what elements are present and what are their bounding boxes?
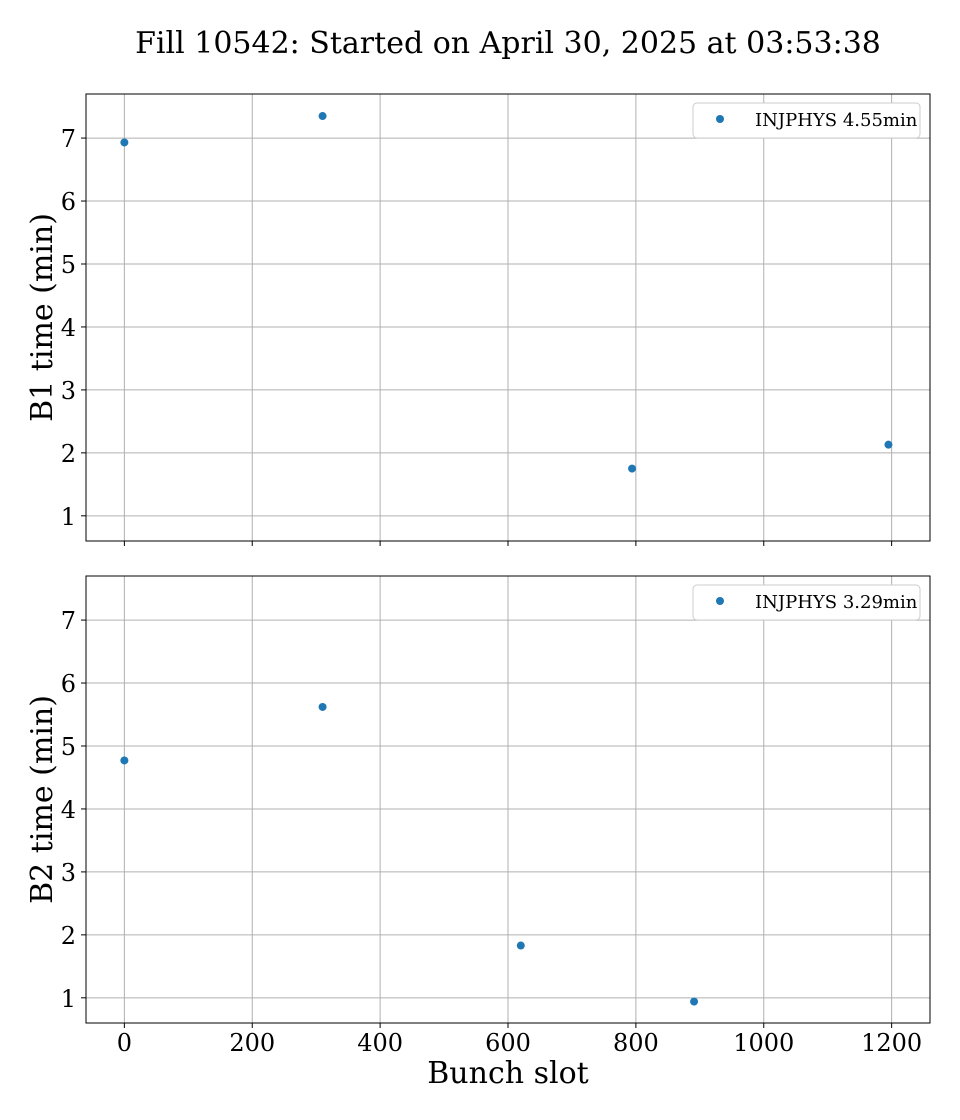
legend-box [692, 102, 921, 139]
x-tick-label: 600 [485, 1029, 531, 1057]
y-tick-label: 5 [61, 251, 76, 279]
y-axis-label: B2 time (min) [25, 695, 60, 904]
data-point [690, 997, 699, 1006]
x-tick-label: 1000 [733, 1029, 794, 1057]
y-tick-label: 5 [61, 733, 76, 761]
y-axis-label: B1 time (min) [25, 213, 60, 422]
data-point [318, 702, 327, 711]
chart-title: Fill 10542: Started on April 30, 2025 at… [135, 26, 881, 61]
y-tick-label: 6 [61, 188, 76, 216]
y-tick-label: 4 [61, 796, 76, 824]
data-point [628, 464, 637, 473]
panel-b2: 0 200 400 600 800 1000 1200 1 2 3 4 5 6 7 B2 time (min… [25, 575, 931, 1057]
x-tick-label: 0 [117, 1029, 132, 1057]
data-point [318, 112, 327, 121]
data-point [516, 941, 525, 950]
y-tick-label: 7 [61, 125, 76, 153]
y-tick-label: 3 [61, 859, 76, 887]
x-tick-label: 800 [613, 1029, 659, 1057]
y-tick-label: 1 [61, 503, 76, 531]
data-point [884, 440, 893, 449]
legend-box [692, 584, 921, 621]
y-tick-label: 7 [61, 607, 76, 635]
x-tick-label: 400 [357, 1029, 403, 1057]
x-tick-label: 1200 [861, 1029, 922, 1057]
panel-b1: 1 2 3 4 5 6 7 B1 time (min) INJPHYS 4.55min [25, 93, 931, 546]
y-tick-label: 1 [61, 985, 76, 1013]
y-tick-label: 6 [61, 670, 76, 698]
legend-label: INJPHYS 4.55min [755, 110, 918, 131]
x-axis-label: Bunch slot [427, 1056, 588, 1091]
y-tick-label: 2 [61, 922, 76, 950]
data-point [120, 138, 129, 147]
legend-marker [716, 115, 724, 123]
y-tick-label: 4 [61, 314, 76, 342]
x-tick-label: 200 [229, 1029, 275, 1057]
legend-marker [716, 597, 724, 605]
y-tick-label: 3 [61, 377, 76, 405]
data-point [120, 756, 129, 765]
legend-label: INJPHYS 3.29min [755, 592, 918, 613]
y-tick-label: 2 [61, 440, 76, 468]
